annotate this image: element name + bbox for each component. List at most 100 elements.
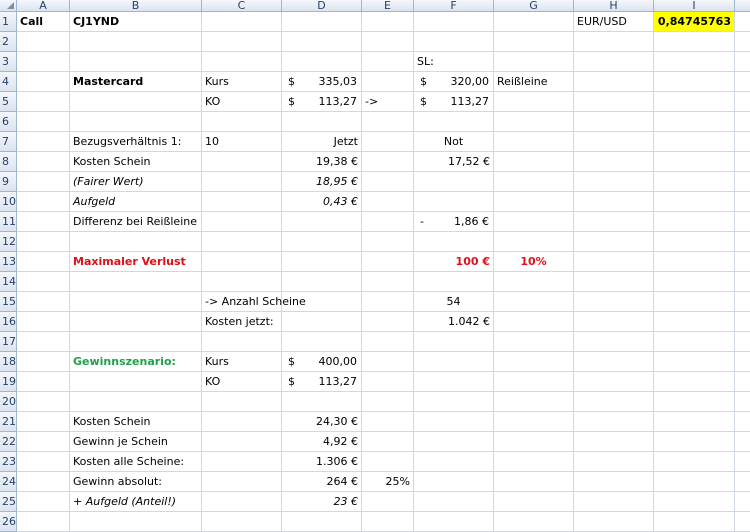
cell-G5[interactable]	[494, 92, 574, 112]
cell-C21[interactable]	[202, 412, 282, 432]
cell-I16[interactable]	[654, 312, 735, 332]
cell-E5[interactable]: ->	[362, 92, 414, 112]
cell-B11[interactable]: Differenz bei Reißleine	[70, 212, 202, 232]
cell-G14[interactable]	[494, 272, 574, 292]
cell-E8[interactable]	[362, 152, 414, 172]
cell-F8[interactable]: 17,52 €	[414, 152, 494, 172]
row-header-18[interactable]: 18	[0, 352, 17, 372]
row-header-10[interactable]: 10	[0, 192, 17, 212]
cell-F20[interactable]	[414, 392, 494, 412]
cell-A26[interactable]	[17, 512, 70, 532]
row-header-19[interactable]: 19	[0, 372, 17, 392]
cell-H9[interactable]	[574, 172, 654, 192]
cell-G1[interactable]	[494, 12, 574, 32]
cell-D7[interactable]: Jetzt	[282, 132, 362, 152]
cell-C3[interactable]	[202, 52, 282, 72]
cell-F10[interactable]	[414, 192, 494, 212]
cell-F23[interactable]	[414, 452, 494, 472]
cell-C25[interactable]	[202, 492, 282, 512]
cell-B19[interactable]	[70, 372, 202, 392]
cell-C12[interactable]	[202, 232, 282, 252]
cell-B5[interactable]	[70, 92, 202, 112]
cell-A11[interactable]	[17, 212, 70, 232]
row-header-24[interactable]: 24	[0, 472, 17, 492]
cell-I12[interactable]	[654, 232, 735, 252]
cell-J11[interactable]	[735, 212, 750, 232]
row-header-4[interactable]: 4	[0, 72, 17, 92]
cell-C15[interactable]: -> Anzahl Scheine	[202, 292, 306, 312]
cell-I22[interactable]	[654, 432, 735, 452]
cell-C22[interactable]	[202, 432, 282, 452]
cell-B12[interactable]	[70, 232, 202, 252]
cell-D26[interactable]	[282, 512, 362, 532]
cell-J14[interactable]	[735, 272, 750, 292]
cell-G26[interactable]	[494, 512, 574, 532]
cell-F7[interactable]: Not	[414, 132, 494, 152]
cell-F3[interactable]: SL:	[414, 52, 494, 72]
cell-H12[interactable]	[574, 232, 654, 252]
row-header-2[interactable]: 2	[0, 32, 17, 52]
cell-J4[interactable]	[735, 72, 750, 92]
cell-E13[interactable]	[362, 252, 414, 272]
cell-C17[interactable]	[202, 332, 282, 352]
cell-F5[interactable]: $113,27	[414, 92, 494, 112]
cell-C1[interactable]	[202, 12, 282, 32]
cell-B14[interactable]	[70, 272, 202, 292]
cell-F13[interactable]: 100 €	[414, 252, 494, 272]
cell-A5[interactable]	[17, 92, 70, 112]
cell-B7[interactable]: Bezugsverhältnis 1:	[70, 132, 202, 152]
cell-E22[interactable]	[362, 432, 414, 452]
column-header-B[interactable]: B	[70, 0, 202, 12]
cell-F21[interactable]	[414, 412, 494, 432]
cell-B3[interactable]	[70, 52, 202, 72]
cell-C20[interactable]	[202, 392, 282, 412]
cell-H14[interactable]	[574, 272, 654, 292]
cell-G9[interactable]	[494, 172, 574, 192]
cell-H15[interactable]	[574, 292, 654, 312]
cell-F17[interactable]	[414, 332, 494, 352]
cell-G4[interactable]: Reißleine	[494, 72, 574, 92]
row-header-1[interactable]: 1	[0, 12, 17, 32]
cell-F12[interactable]	[414, 232, 494, 252]
cell-G25[interactable]	[494, 492, 574, 512]
cell-J25[interactable]	[735, 492, 750, 512]
cell-I3[interactable]	[654, 52, 735, 72]
cell-A1[interactable]: Call	[17, 12, 70, 32]
cell-F25[interactable]	[414, 492, 494, 512]
cell-H4[interactable]	[574, 72, 654, 92]
cell-J18[interactable]	[735, 352, 750, 372]
cell-C13[interactable]	[202, 252, 282, 272]
cell-J26[interactable]	[735, 512, 750, 532]
cell-B21[interactable]: Kosten Schein	[70, 412, 202, 432]
cell-B4[interactable]: Mastercard	[70, 72, 202, 92]
cell-A21[interactable]	[17, 412, 70, 432]
cell-G23[interactable]	[494, 452, 574, 472]
cell-H5[interactable]	[574, 92, 654, 112]
cell-D6[interactable]	[282, 112, 362, 132]
row-header-22[interactable]: 22	[0, 432, 17, 452]
cell-F22[interactable]	[414, 432, 494, 452]
cell-B13[interactable]: Maximaler Verlust	[70, 252, 202, 272]
cell-J24[interactable]	[735, 472, 750, 492]
cell-J12[interactable]	[735, 232, 750, 252]
row-header-5[interactable]: 5	[0, 92, 17, 112]
column-header-E[interactable]: E	[362, 0, 414, 12]
cell-C2[interactable]	[202, 32, 282, 52]
cell-B9[interactable]: (Fairer Wert)	[70, 172, 202, 192]
cell-D3[interactable]	[282, 52, 362, 72]
cell-D10[interactable]: 0,43 €	[282, 192, 362, 212]
cell-A7[interactable]	[17, 132, 70, 152]
cell-E3[interactable]	[362, 52, 414, 72]
cell-A15[interactable]	[17, 292, 70, 312]
cell-A18[interactable]	[17, 352, 70, 372]
cell-E10[interactable]	[362, 192, 414, 212]
cell-I4[interactable]	[654, 72, 735, 92]
cell-D4[interactable]: $335,03	[282, 72, 362, 92]
cell-G19[interactable]	[494, 372, 574, 392]
cell-C4[interactable]: Kurs	[202, 72, 282, 92]
cell-I1[interactable]: 0,84745763	[654, 12, 735, 32]
cell-F19[interactable]	[414, 372, 494, 392]
cell-G24[interactable]	[494, 472, 574, 492]
cell-C10[interactable]	[202, 192, 282, 212]
cell-I26[interactable]	[654, 512, 735, 532]
